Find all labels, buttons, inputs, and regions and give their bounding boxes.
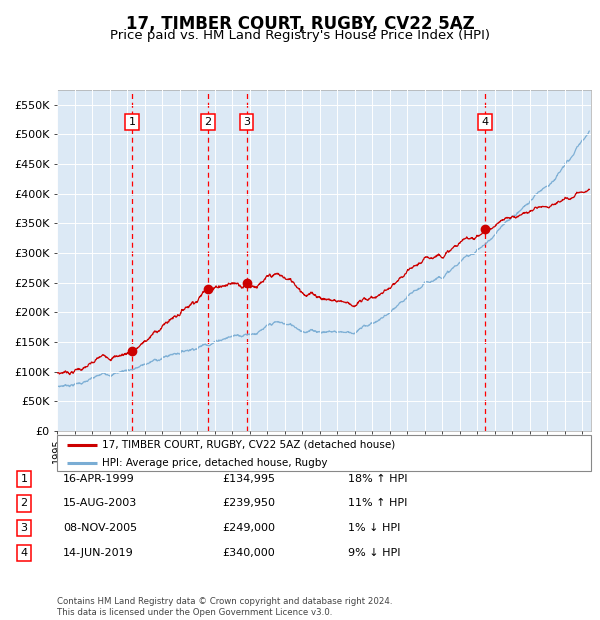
- Text: 18% ↑ HPI: 18% ↑ HPI: [348, 474, 407, 484]
- Text: 4: 4: [20, 548, 28, 558]
- Text: £340,000: £340,000: [222, 548, 275, 558]
- Text: 08-NOV-2005: 08-NOV-2005: [63, 523, 137, 533]
- Text: £239,950: £239,950: [222, 498, 275, 508]
- FancyBboxPatch shape: [57, 435, 591, 471]
- Text: 4: 4: [482, 117, 488, 127]
- Text: 1: 1: [20, 474, 28, 484]
- Text: 1: 1: [128, 117, 136, 127]
- Text: 11% ↑ HPI: 11% ↑ HPI: [348, 498, 407, 508]
- Text: 15-AUG-2003: 15-AUG-2003: [63, 498, 137, 508]
- Text: 2: 2: [205, 117, 211, 127]
- Text: £249,000: £249,000: [222, 523, 275, 533]
- Text: 14-JUN-2019: 14-JUN-2019: [63, 548, 134, 558]
- Text: 16-APR-1999: 16-APR-1999: [63, 474, 135, 484]
- Text: 3: 3: [20, 523, 28, 533]
- Text: £134,995: £134,995: [222, 474, 275, 484]
- Text: HPI: Average price, detached house, Rugby: HPI: Average price, detached house, Rugb…: [103, 458, 328, 467]
- Text: 17, TIMBER COURT, RUGBY, CV22 5AZ: 17, TIMBER COURT, RUGBY, CV22 5AZ: [125, 16, 475, 33]
- Text: 2: 2: [20, 498, 28, 508]
- Text: Contains HM Land Registry data © Crown copyright and database right 2024.
This d: Contains HM Land Registry data © Crown c…: [57, 598, 392, 617]
- Text: Price paid vs. HM Land Registry's House Price Index (HPI): Price paid vs. HM Land Registry's House …: [110, 29, 490, 42]
- Text: 9% ↓ HPI: 9% ↓ HPI: [348, 548, 401, 558]
- Text: 1% ↓ HPI: 1% ↓ HPI: [348, 523, 400, 533]
- Text: 17, TIMBER COURT, RUGBY, CV22 5AZ (detached house): 17, TIMBER COURT, RUGBY, CV22 5AZ (detac…: [103, 440, 395, 450]
- Text: 3: 3: [243, 117, 250, 127]
